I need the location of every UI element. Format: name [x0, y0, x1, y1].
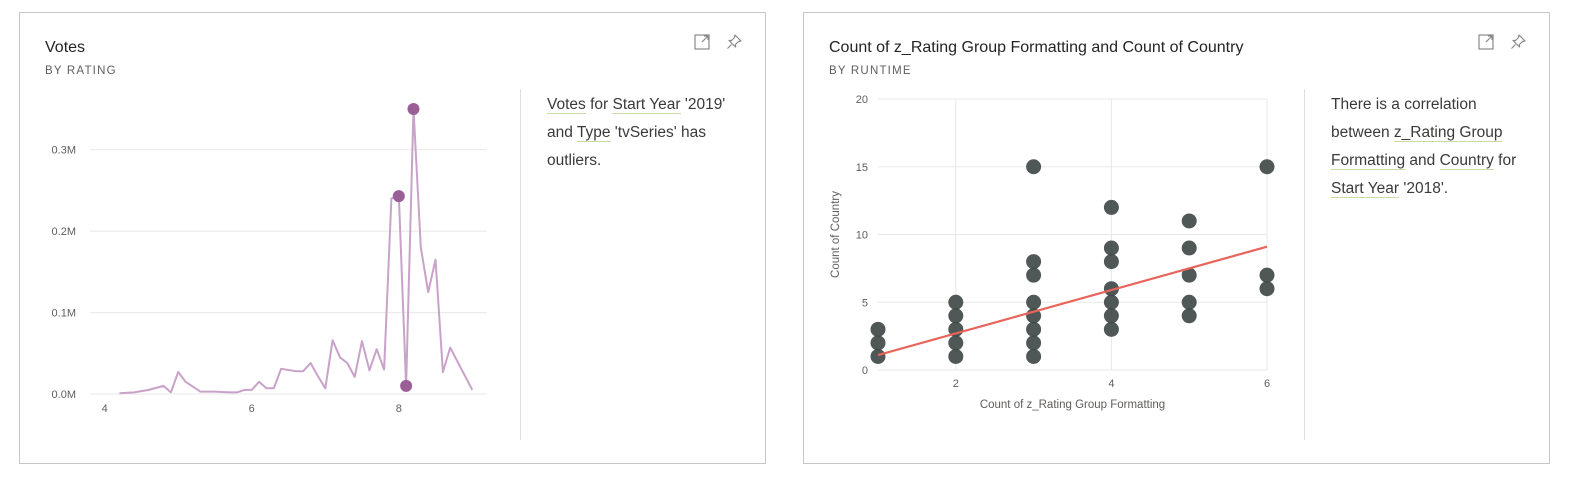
series-line: [119, 108, 474, 395]
x-tick-label: 2: [953, 378, 959, 390]
scatter-point: [1103, 321, 1119, 337]
expand-icon[interactable]: [693, 33, 711, 51]
scatter-point: [1181, 294, 1197, 310]
y-tick-label: 0.2M: [52, 226, 76, 238]
scatter-point: [1259, 267, 1275, 283]
scatter-point: [1026, 254, 1042, 270]
expand-icon[interactable]: [1477, 33, 1495, 51]
card-actions: [1477, 33, 1527, 51]
trend-line: [877, 245, 1268, 357]
scatter-point: [948, 335, 964, 351]
scatter-point: [1181, 267, 1197, 283]
votes-card: Votes BY RATING 0.0M 0.1M 0.2M 0.3M 4 6 8 Vote…: [19, 12, 766, 464]
card-subtitle: BY RUNTIME: [829, 65, 912, 77]
insight-text-segment: '2019' and: [547, 96, 726, 141]
outlier-point: [392, 190, 405, 203]
scatter-point: [870, 321, 886, 337]
insight-field-link[interactable]: z_Rating Group Formatting: [1331, 124, 1503, 170]
scatter-point: [948, 348, 964, 364]
scatter-point: [1103, 294, 1119, 310]
card-title: Count of z_Rating Group Formatting and C…: [829, 39, 1244, 56]
pin-icon[interactable]: [725, 33, 743, 51]
insight-text: There is a correlation between z_Rating …: [1331, 91, 1531, 203]
scatter-point: [1103, 281, 1119, 297]
y-tick-label: 5: [862, 297, 868, 309]
x-tick-label: 4: [1108, 378, 1114, 390]
votes-line-chart: 0.0M 0.1M 0.2M 0.3M 4 6 8: [52, 103, 487, 415]
insight-text: Votes for Start Year '2019' and Type 'tv…: [547, 91, 747, 175]
divider: [1304, 89, 1305, 440]
y-tick-label: 15: [856, 162, 868, 174]
insight-text-segment: for: [585, 96, 613, 113]
y-tick-label: 0.0M: [52, 389, 76, 401]
scatter-point: [1103, 199, 1119, 215]
scatter-point: [1181, 213, 1197, 229]
y-axis-label: Count of Country: [830, 191, 842, 278]
x-tick-label: 4: [102, 403, 108, 415]
insight-text-segment: There is a correlation between: [1331, 96, 1477, 141]
scatter-point: [870, 335, 886, 351]
outlier-point: [407, 103, 420, 115]
scatter-point: [1259, 159, 1275, 175]
scatter-point: [948, 294, 964, 310]
scatter-point: [1259, 281, 1275, 297]
scatter-point: [1026, 267, 1042, 283]
card-subtitle: BY RATING: [45, 65, 117, 77]
divider: [520, 89, 521, 440]
y-tick-label: 0.1M: [52, 308, 76, 320]
scatter-point: [1103, 308, 1119, 324]
scatter-point: [1181, 308, 1197, 324]
scatter-point: [1181, 240, 1197, 256]
scatter-point: [1026, 321, 1042, 337]
insight-field-link[interactable]: Type: [576, 124, 611, 142]
y-tick-label: 20: [856, 94, 868, 106]
insight-field-link[interactable]: Votes: [547, 96, 586, 114]
insight-text-segment: 'tvSeries' has outliers.: [547, 124, 707, 169]
scatter-point: [1026, 348, 1042, 364]
correlation-card: Count of z_Rating Group Formatting and C…: [803, 12, 1550, 464]
scatter-point: [870, 348, 886, 364]
outlier-point: [400, 379, 413, 392]
x-tick-label: 8: [396, 403, 402, 415]
scatter-point: [1103, 254, 1119, 270]
insight-text-segment: for: [1493, 152, 1517, 169]
x-axis-label: Count of z_Rating Group Formatting: [980, 399, 1165, 411]
y-tick-label: 0.3M: [52, 145, 76, 157]
correlation-scatter-chart: 0 5 10 15 20 2 4 6 Count of z_Rating Group Forma…: [830, 94, 1275, 411]
scatter-point: [948, 308, 964, 324]
card-title: Votes: [45, 39, 86, 56]
pin-icon[interactable]: [1509, 33, 1527, 51]
card-actions: [693, 33, 743, 51]
y-tick-label: 0: [862, 365, 868, 377]
x-tick-label: 6: [249, 403, 255, 415]
y-tick-label: 10: [856, 230, 868, 242]
scatter-point: [1026, 159, 1042, 175]
scatter-point: [1026, 335, 1042, 351]
insight-field-link[interactable]: Start Year: [612, 96, 681, 114]
x-tick-label: 6: [1264, 378, 1270, 390]
insight-field-link[interactable]: Country: [1439, 152, 1494, 170]
insight-field-link[interactable]: Start Year: [1331, 180, 1400, 198]
insight-text-segment: and: [1405, 152, 1440, 169]
scatter-point: [1026, 294, 1042, 310]
insight-text-segment: '2018'.: [1399, 180, 1449, 197]
scatter-point: [1103, 240, 1119, 256]
